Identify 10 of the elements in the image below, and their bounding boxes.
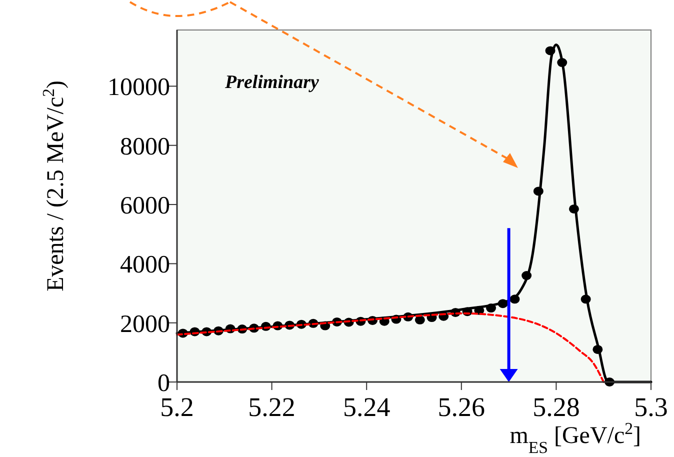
annotation: Preliminary [224, 72, 320, 93]
y-tick-label: 6000 [120, 192, 170, 220]
y-tick-label: 4000 [120, 252, 170, 279]
x-tick-label: 5.24 [342, 392, 391, 422]
x-tick-label: 5.26 [438, 392, 486, 422]
y-tick-label: 10000 [108, 74, 170, 102]
point [414, 315, 425, 324]
y-tick-label: 2000 [120, 310, 170, 338]
y-tick-label: 8000 [120, 133, 170, 160]
x-tick-label: 5.22 [248, 392, 296, 422]
